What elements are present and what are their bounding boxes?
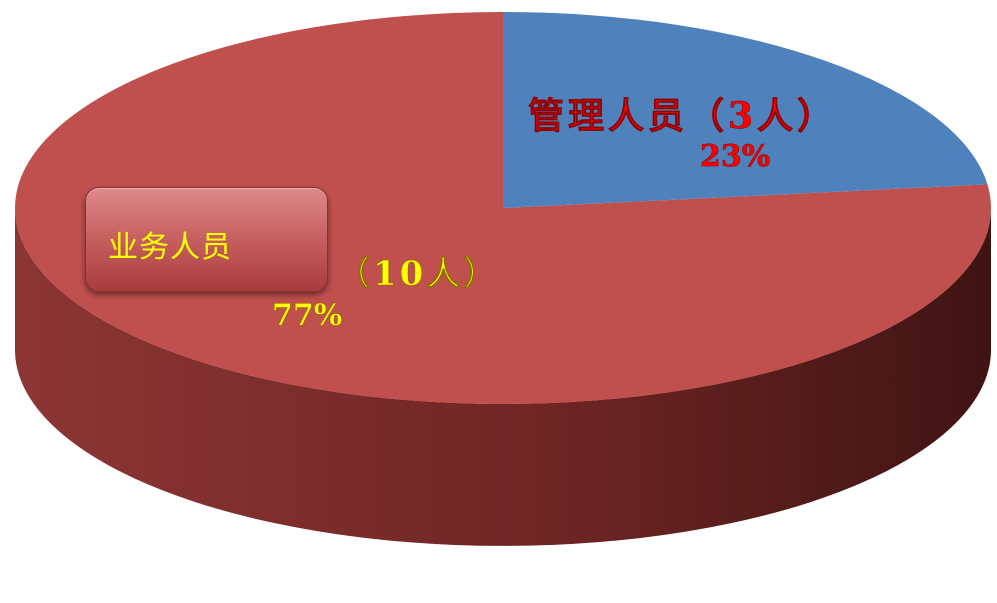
pie-slice-management-staff xyxy=(503,12,988,208)
business-label: 业务人员 xyxy=(108,230,232,265)
business-percent: 77% xyxy=(272,298,342,333)
management-percent: 23% xyxy=(700,139,770,174)
pie-side-wall xyxy=(15,208,991,546)
business-count: （10人） xyxy=(336,254,500,294)
business-label-box: 业务人员 xyxy=(85,187,328,292)
management-label: 管理人员（3人） xyxy=(528,95,837,137)
